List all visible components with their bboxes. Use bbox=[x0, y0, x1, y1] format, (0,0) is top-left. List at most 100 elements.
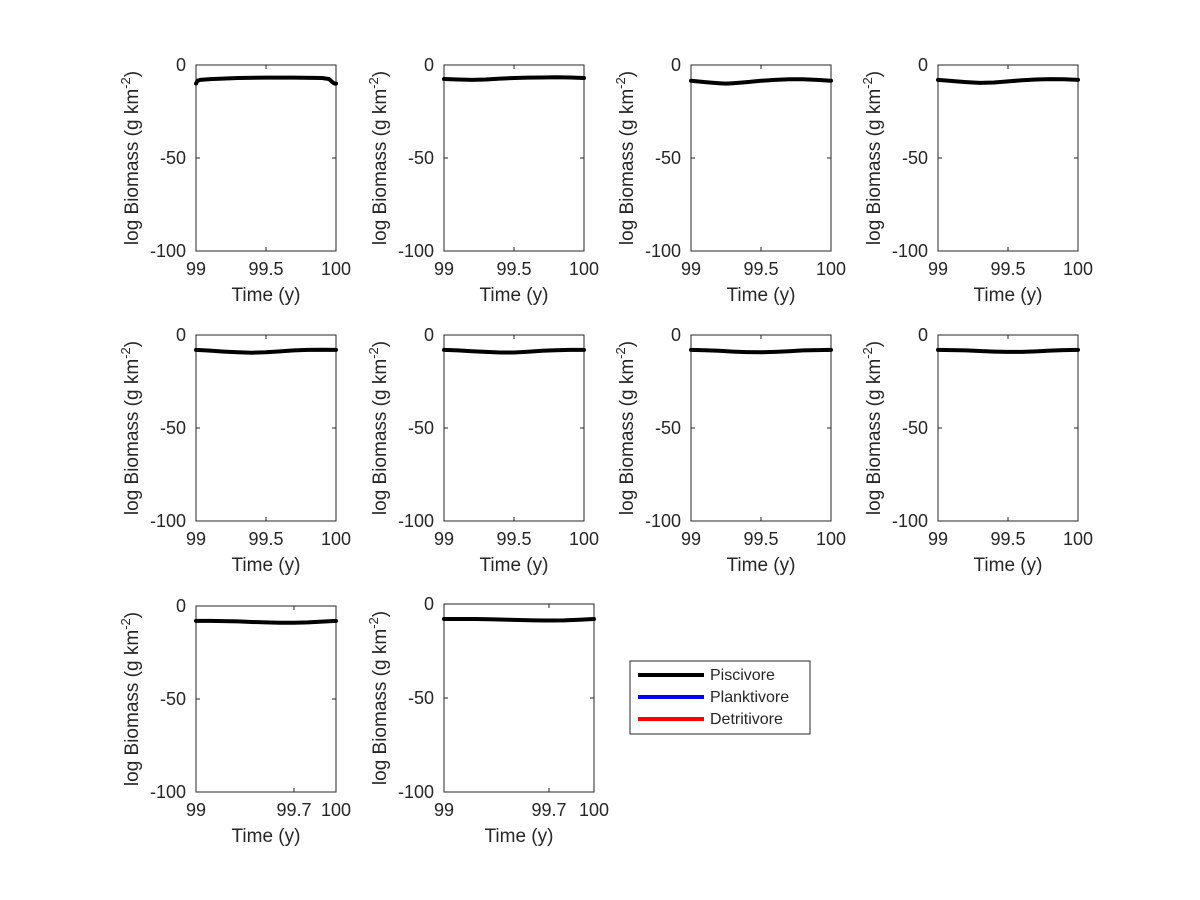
y-axis-label-exponent: -2 bbox=[118, 347, 133, 359]
x-tick-label: 99.5 bbox=[248, 529, 283, 549]
x-axis-label: Time (y) bbox=[974, 285, 1043, 306]
y-axis-label-text: log Biomass (g km bbox=[122, 89, 143, 245]
y-tick-label: -50 bbox=[408, 688, 434, 708]
y-axis-label-suffix: ) bbox=[370, 71, 391, 77]
y-axis-label: log Biomass (g km-2) bbox=[366, 341, 391, 515]
x-tick-label: 99.5 bbox=[743, 529, 778, 549]
y-axis-label-suffix: ) bbox=[864, 341, 885, 347]
x-tick-label: 100 bbox=[816, 529, 846, 549]
y-axis-label-exponent: -2 bbox=[860, 347, 875, 359]
y-tick-label: -50 bbox=[160, 689, 186, 709]
y-axis-label-text: log Biomass (g km bbox=[617, 359, 638, 515]
subplot-5: -100 -50 0 99 99.5 100 Time (y) log Biomass (g … bbox=[118, 325, 351, 576]
y-tick-label: -50 bbox=[160, 418, 186, 438]
y-tick-label: -100 bbox=[150, 241, 186, 261]
y-axis-label: log Biomass (g km-2) bbox=[613, 71, 638, 245]
y-axis-label: log Biomass (g km-2) bbox=[860, 71, 885, 245]
x-axis-label: Time (y) bbox=[232, 555, 301, 576]
y-axis-label-suffix: ) bbox=[370, 611, 391, 617]
subplot-10: -100 -50 0 99 99.7 100 Time (y) log Biomass (g … bbox=[366, 594, 609, 847]
x-tick-label: 99.5 bbox=[496, 529, 531, 549]
plot-area bbox=[690, 64, 832, 252]
x-axis-label: Time (y) bbox=[974, 555, 1043, 576]
x-tick-label: 99 bbox=[186, 800, 206, 820]
subplot-1: -100 -50 0 99 99.5 100 Time (y) log Biomass (g … bbox=[118, 55, 351, 306]
y-tick-label: -100 bbox=[150, 782, 186, 802]
legend-label-detritivore: Detritivore bbox=[710, 711, 783, 728]
x-tick-label: 99.5 bbox=[743, 259, 778, 279]
series-line-piscivore bbox=[689, 77, 833, 86]
series-line-piscivore bbox=[194, 75, 338, 86]
y-tick-label: -100 bbox=[645, 241, 681, 261]
y-tick-label: -50 bbox=[902, 148, 928, 168]
y-tick-label: -50 bbox=[408, 148, 434, 168]
y-axis-label-exponent: -2 bbox=[860, 77, 875, 89]
x-tick-label: 100 bbox=[1063, 529, 1093, 549]
series-line-piscivore bbox=[689, 347, 833, 355]
y-axis-label-text: log Biomass (g km bbox=[864, 89, 885, 245]
plot-area bbox=[443, 603, 595, 793]
subplot-7: -100 -50 0 99 99.5 100 Time (y) log Biomass (g … bbox=[613, 325, 846, 576]
x-tick-label: 99 bbox=[928, 259, 948, 279]
y-axis-label-exponent: -2 bbox=[366, 347, 381, 359]
y-axis-label: log Biomass (g km-2) bbox=[366, 71, 391, 245]
x-axis-label: Time (y) bbox=[480, 555, 549, 576]
y-axis-label: log Biomass (g km-2) bbox=[860, 341, 885, 515]
series-line-piscivore bbox=[194, 618, 338, 625]
y-axis-label: log Biomass (g km-2) bbox=[118, 71, 143, 245]
x-tick-label: 99 bbox=[681, 529, 701, 549]
plot-area bbox=[443, 334, 585, 522]
y-tick-label: -100 bbox=[150, 511, 186, 531]
legend-label-piscivore: Piscivore bbox=[710, 667, 775, 684]
y-axis-label: log Biomass (g km-2) bbox=[118, 612, 143, 786]
x-axis-label: Time (y) bbox=[727, 285, 796, 306]
y-tick-label: 0 bbox=[176, 55, 186, 75]
plot-area bbox=[937, 64, 1079, 252]
legend: Piscivore Planktivore Detritivore bbox=[629, 660, 811, 735]
y-axis-label-exponent: -2 bbox=[366, 77, 381, 89]
x-tick-label: 99.5 bbox=[496, 259, 531, 279]
x-tick-label: 100 bbox=[816, 259, 846, 279]
y-axis-label: log Biomass (g km-2) bbox=[366, 611, 391, 785]
series-line-piscivore bbox=[442, 617, 596, 623]
x-tick-label: 100 bbox=[579, 800, 609, 820]
x-tick-label: 100 bbox=[569, 259, 599, 279]
y-axis-label-suffix: ) bbox=[122, 71, 143, 77]
y-axis-label-text: log Biomass (g km bbox=[864, 359, 885, 515]
y-tick-label: -50 bbox=[160, 148, 186, 168]
y-axis-label-suffix: ) bbox=[122, 612, 143, 618]
y-axis-label-text: log Biomass (g km bbox=[370, 359, 391, 515]
x-tick-label: 99.5 bbox=[990, 529, 1025, 549]
x-axis-label: Time (y) bbox=[232, 826, 301, 847]
y-axis-label: log Biomass (g km-2) bbox=[613, 341, 638, 515]
y-tick-label: -100 bbox=[892, 511, 928, 531]
y-tick-label: -100 bbox=[398, 511, 434, 531]
subplot-9: -100 -50 0 99 99.7 100 Time (y) log Biomass (g … bbox=[118, 596, 351, 847]
x-tick-label: 99 bbox=[186, 529, 206, 549]
subplot-8: -100 -50 0 99 99.5 100 Time (y) log Biomass (g … bbox=[860, 325, 1093, 576]
y-tick-label: 0 bbox=[671, 55, 681, 75]
series-line-piscivore bbox=[442, 347, 586, 355]
x-axis-label: Time (y) bbox=[727, 555, 796, 576]
subplot-2: -100 -50 0 99 99.5 100 Time (y) log Biomass (g … bbox=[366, 55, 599, 306]
y-tick-label: 0 bbox=[424, 325, 434, 345]
subplot-3: -100 -50 0 99 99.5 100 Time (y) log Biomass (g … bbox=[613, 55, 846, 306]
legend-label-planktivore: Planktivore bbox=[710, 689, 789, 706]
y-axis-label-suffix: ) bbox=[370, 341, 391, 347]
y-axis-label-text: log Biomass (g km bbox=[122, 630, 143, 786]
x-tick-label: 99.5 bbox=[990, 259, 1025, 279]
x-tick-label: 99 bbox=[681, 259, 701, 279]
y-axis-label-text: log Biomass (g km bbox=[122, 359, 143, 515]
subplot-4: -100 -50 0 99 99.5 100 Time (y) log Biomass (g … bbox=[860, 55, 1093, 306]
y-tick-label: 0 bbox=[671, 325, 681, 345]
y-axis-label-text: log Biomass (g km bbox=[370, 89, 391, 245]
plot-area bbox=[443, 64, 585, 252]
x-axis-label: Time (y) bbox=[480, 285, 549, 306]
y-axis-label-text: log Biomass (g km bbox=[617, 89, 638, 245]
y-tick-label: 0 bbox=[424, 55, 434, 75]
y-tick-label: -100 bbox=[892, 241, 928, 261]
y-axis-label-suffix: ) bbox=[122, 341, 143, 347]
y-tick-label: -50 bbox=[902, 418, 928, 438]
series-line-piscivore bbox=[442, 75, 586, 82]
